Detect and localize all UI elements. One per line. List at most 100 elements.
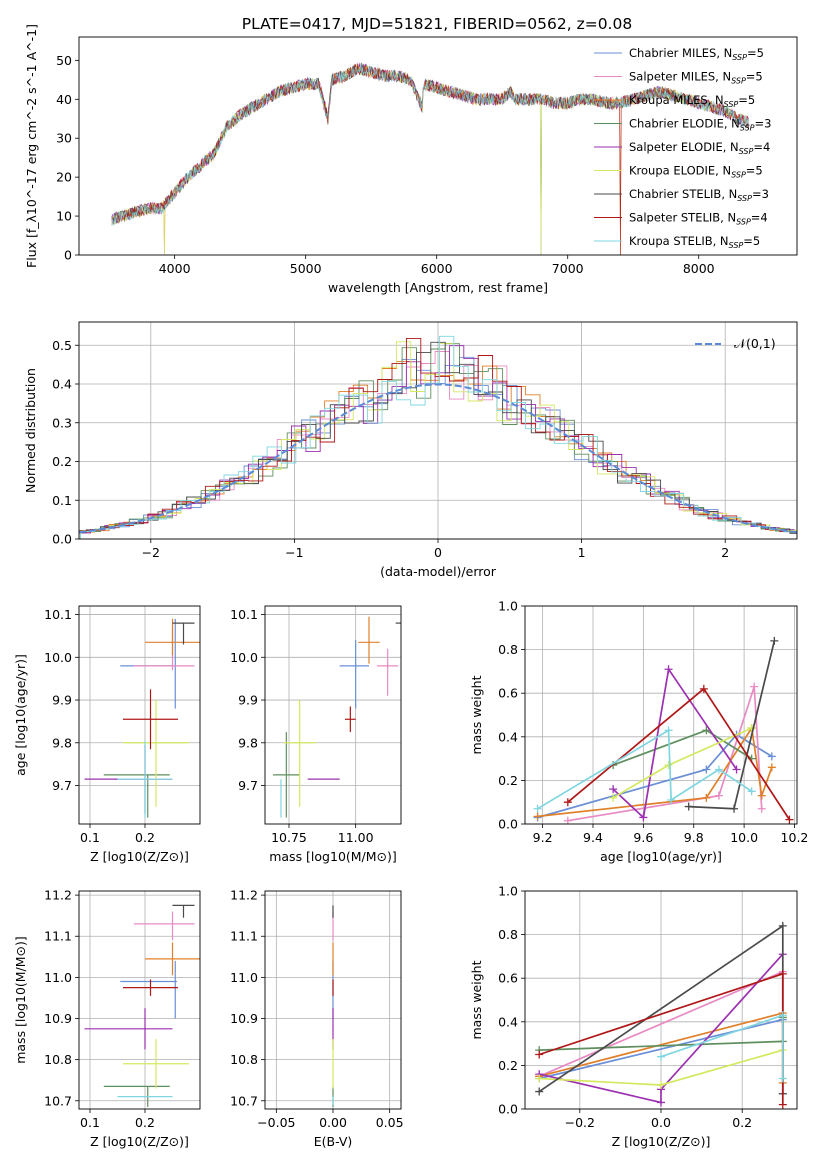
y-tick-label: 0.2 [498,773,518,788]
weight-marker [770,636,779,645]
x-tick-label: 9.6 [633,830,653,845]
x-tick-label: 2 [721,545,729,560]
x-tick-label: 4000 [159,261,191,276]
age_vs_Z-xlabel: Z [log10(Z/Z⊙)] [90,849,189,864]
errorbar-point [273,732,300,818]
age_vs_mass-frame [264,605,402,825]
errorbar-point [283,700,316,807]
x-tick-label: 0 [434,545,442,560]
weight-marker [757,804,766,813]
weight-marker [664,761,673,770]
weight-line [567,686,763,822]
mass_vs_ebv-frame [264,890,402,1110]
mass_vs_Z-axes: 0.1 0.2 10.7 10.8 10.9 11.0 11.1 11.2 [44,888,200,1130]
x-tick-label: −2 [142,545,160,560]
weight-marker [714,765,723,774]
weight-marker [714,791,723,800]
spectrum-xlabel: wavelength [Angstrom, rest frame] [328,280,548,295]
y-tick-label: 9.8 [238,735,258,750]
legend-label: Kroupa MILES, NSSP=5 [629,93,755,109]
errorbar-point [134,911,195,941]
weight_vs_Z-lines [535,921,787,1109]
weight-marker [657,1098,665,1107]
weight-marker [609,785,618,794]
y-tick-label: 11.1 [44,929,72,944]
errorbar-point [145,942,200,976]
y-tick-label: 0.0 [498,817,518,832]
errorbar-point [117,740,173,818]
spectrum-ylabel: Flux [f_λ10^-17 erg cm^-2 s^-1 A^-1] [24,24,39,268]
errorbar-point [123,1039,189,1089]
y-tick-label: 11.1 [230,929,258,944]
y-tick-label: 0.3 [52,415,72,430]
y-tick-label: 0.0 [498,1102,518,1117]
age_vs_Z-axes: 0.1 0.2 9.7 9.8 9.9 10.0 10.1 [44,606,200,845]
y-tick-label: 0.8 [498,642,518,657]
mass_vs_Z-xlabel: Z [log10(Z/Z⊙)] [90,1134,189,1149]
y-tick-label: 10.0 [230,650,258,665]
y-tick-label: 9.9 [238,693,258,708]
weight-marker [535,1074,544,1083]
weight-marker [747,724,756,733]
weight-line [688,640,776,810]
y-tick-label: 11.2 [230,888,258,903]
normal-curve [79,383,797,534]
x-tick-label: 0.2 [135,1115,155,1130]
errorbar-point [84,1008,173,1050]
y-tick-label: 0.4 [498,1014,518,1029]
weight-marker [535,1087,544,1096]
mass_vs_Z-ylabel: mass [log10(M/M⊙)] [13,936,28,1064]
spectrum-axes: 4000 5000 6000 7000 8000 0 10 20 30 40 50 [56,53,715,276]
errorbar-point [358,616,380,664]
weight_vs_age-lines [533,636,794,824]
errorbar-point [145,618,200,656]
y-tick-label: 0.4 [52,377,72,392]
weight_vs_age-ylabel: mass weight [469,675,484,754]
weight-marker [657,1052,665,1061]
weight-marker [664,665,673,674]
weight-marker [664,726,673,735]
y-tick-label: 1.0 [498,599,518,614]
y-tick-label: 0.6 [498,686,518,701]
errorbar-point [123,979,178,996]
spectrum-frame [78,36,798,256]
y-tick-label: 10.9 [230,1011,258,1026]
histogram-kroupa-elodie [79,341,797,539]
x-tick-label: 0.0 [651,1115,671,1130]
weight-marker [609,793,618,802]
y-tick-label: 9.8 [52,735,72,750]
age_vs_mass-xlabel: mass [log10(M/M⊙)] [269,849,397,864]
x-tick-label: −0.2 [565,1115,595,1130]
residuals-axes: −2 −1 0 1 2 0.0 0.1 0.2 0.3 0.4 0.5 [52,322,797,560]
weight-marker [778,1100,787,1109]
y-tick-label: 0.5 [52,338,72,353]
errorbar-point [345,706,356,733]
errorbar-point [134,627,195,671]
weight_vs_Z-frame [524,890,798,1110]
weight_vs_Z-ylabel: mass weight [469,960,484,1039]
y-tick-label: 11.2 [44,888,72,903]
y-tick-label: 10.8 [230,1052,258,1067]
spectrum-line-salpeter-stelib [111,63,749,255]
spectrum-line-kroupa-stelib [111,62,749,227]
y-tick-label: 9.7 [238,778,258,793]
legend-label: Salpeter MILES, NSSP=5 [629,70,763,86]
weight-marker [563,798,572,807]
x-tick-label: 0.00 [319,1115,347,1130]
y-tick-label: 0 [64,248,72,263]
weight-marker [747,787,756,796]
mass_vs_ebv-axes: −0.05 0.00 0.05 10.7 10.8 10.9 11.0 11.1 11.2 [230,888,403,1130]
y-tick-label: 11.0 [230,970,258,985]
errorbar-point [120,960,177,1019]
weight-marker [684,802,693,811]
x-tick-label: 0.2 [135,830,155,845]
x-tick-label: −0.05 [257,1115,295,1130]
weight-line [612,666,738,820]
weight_vs_age-xlabel: age [log10(age/yr)] [600,849,722,864]
y-tick-label: 50 [56,53,72,68]
x-tick-label: 7000 [552,261,584,276]
residuals-xlabel: (data-model)/error [380,564,497,579]
spectrum-lines [111,61,749,255]
histogram-layer [79,335,797,539]
